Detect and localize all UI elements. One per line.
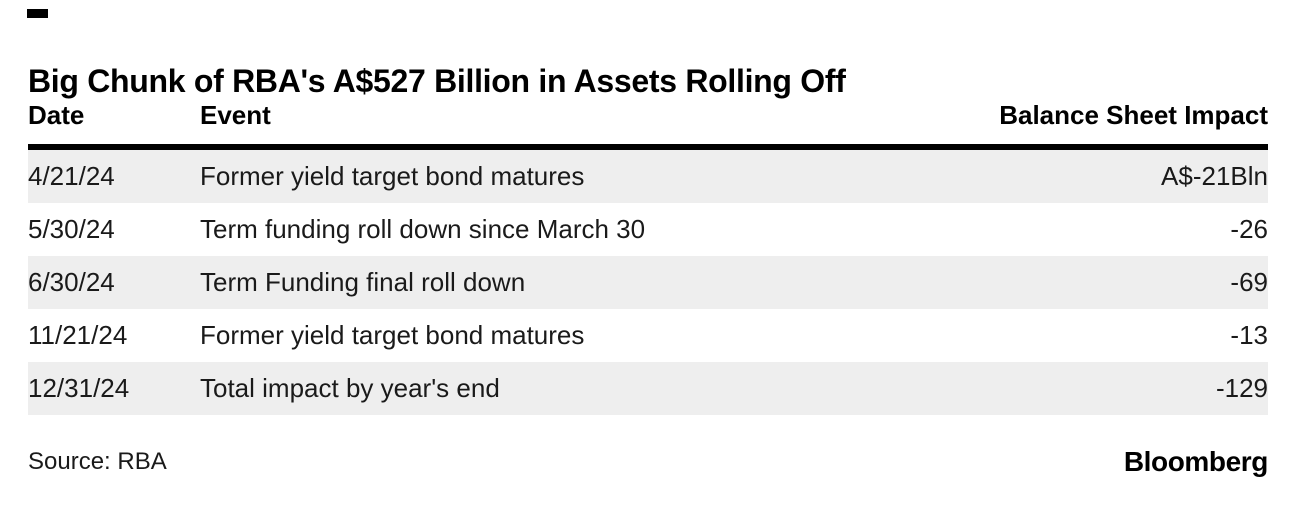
date-cell: 4/21/24: [28, 161, 115, 191]
event-cell: Former yield target bond matures: [200, 161, 585, 191]
impact-cell: -129: [1215, 373, 1268, 403]
bloomberg-logo: Bloomberg: [1123, 446, 1269, 477]
column-header-balance-sheet-impact: Balance Sheet Impact: [999, 100, 1268, 130]
date-cell: 11/21/24: [28, 320, 128, 350]
column-header-event: Event: [200, 100, 271, 130]
event-cell: Term Funding final roll down: [200, 267, 526, 297]
events-table: Date Event Balance Sheet Impact 4/21/24 …: [28, 100, 1268, 415]
table-row: 5/30/24 Term funding roll down since Mar…: [28, 203, 1268, 256]
table-row: 12/31/24 Total impact by year's end -129: [28, 362, 1268, 415]
date-cell: 5/30/24: [28, 214, 115, 244]
footer: Source: RBA Bloomberg: [28, 446, 1268, 478]
date-cell: 6/30/24: [28, 267, 115, 297]
page-title: Big Chunk of RBA's A$527 Billion in Asse…: [28, 63, 846, 100]
impact-cell: A$-21Bln: [1161, 161, 1268, 191]
table-header-row: Date Event Balance Sheet Impact: [28, 100, 1268, 150]
event-cell: Former yield target bond matures: [200, 320, 585, 350]
impact-cell: -69: [1230, 267, 1268, 297]
source-note: Source: RBA: [28, 448, 167, 475]
impact-cell: -26: [1230, 214, 1268, 244]
event-cell: Term funding roll down since March 30: [200, 214, 646, 244]
event-cell: Total impact by year's end: [200, 373, 500, 403]
column-header-date: Date: [28, 100, 85, 130]
date-cell: 12/31/24: [28, 373, 130, 403]
top-left-mark: [27, 9, 48, 18]
table-row: 4/21/24 Former yield target bond matures…: [28, 150, 1268, 203]
impact-cell: -13: [1230, 320, 1268, 350]
table-row: 6/30/24 Term Funding final roll down -69: [28, 256, 1268, 309]
table-row: 11/21/24 Former yield target bond mature…: [28, 309, 1268, 362]
